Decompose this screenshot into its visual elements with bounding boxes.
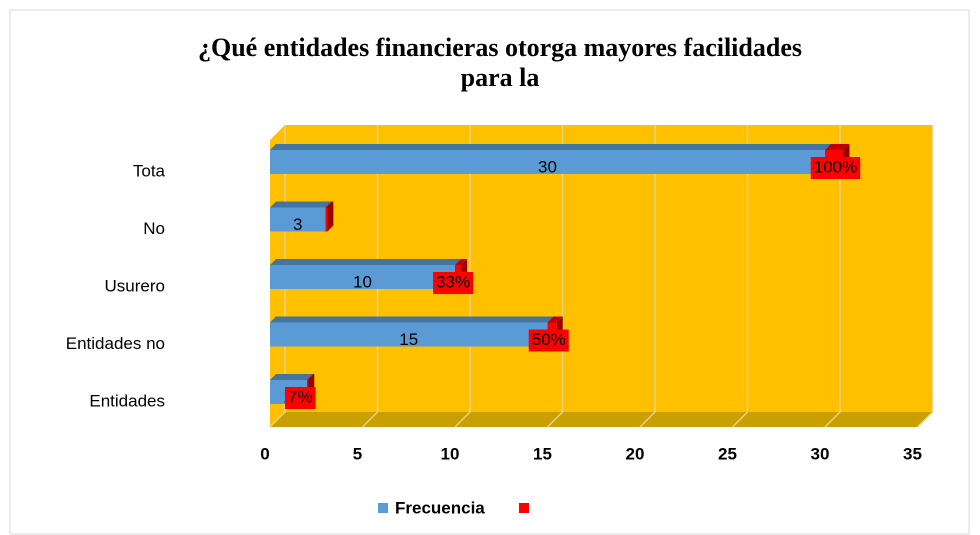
x-tick-label: 25 (718, 444, 737, 463)
grid-line (454, 125, 471, 428)
x-tick-label: 20 (626, 444, 645, 463)
y-tick-label: Entidades no (66, 334, 165, 353)
data-label: 100% (814, 157, 857, 176)
data-label: 30 (538, 157, 557, 176)
x-tick-label: 0 (260, 444, 269, 463)
data-label-box (433, 272, 474, 294)
x-tick-label: 35 (903, 444, 922, 463)
data-label: 33% (436, 272, 470, 291)
bar (270, 150, 825, 174)
legend-swatch (378, 503, 388, 513)
bar-top (270, 316, 554, 323)
bar (325, 207, 328, 232)
legend-swatch (519, 503, 529, 513)
bar-top (325, 201, 334, 208)
grid-line (731, 125, 749, 428)
data-label: 50% (532, 330, 566, 349)
bar-top (455, 259, 468, 265)
floor (270, 412, 933, 427)
grid-line (916, 125, 934, 428)
grid-line (546, 125, 564, 428)
y-tick-label: Usurero (105, 276, 165, 295)
data-label-box (528, 329, 569, 352)
bar (270, 322, 548, 347)
x-tick-label: 30 (811, 444, 830, 463)
y-tick-label: No (143, 219, 165, 238)
bar-top (307, 374, 315, 380)
data-label: 10 (353, 272, 372, 291)
data-label: 15 (399, 330, 418, 349)
grid-line (639, 125, 656, 428)
bar-top (270, 259, 461, 265)
data-label: 3 (293, 215, 302, 234)
x-tick-label: 5 (353, 444, 362, 463)
bar-top (270, 201, 332, 208)
chart-title: ¿Qué entidades financieras otorga mayore… (198, 33, 802, 62)
y-tick-label: Tota (133, 161, 166, 180)
bar (270, 265, 455, 289)
grid-line (361, 125, 379, 428)
y-tick-label: Entidades (89, 391, 165, 410)
chart-frame (9, 9, 970, 535)
bar-top (825, 144, 850, 150)
x-tick-label: 10 (441, 444, 460, 463)
bar-top (547, 316, 563, 323)
bar-top (270, 374, 313, 380)
grid-line (824, 125, 841, 428)
chart-title: para la (461, 63, 540, 92)
bar-top (270, 144, 831, 150)
data-label: 7% (288, 387, 313, 406)
data-label-box (285, 387, 316, 409)
data-label-box (810, 157, 861, 179)
bar (270, 207, 326, 232)
legend-label: Frecuencia (395, 498, 485, 517)
bar-side (327, 201, 334, 232)
x-tick-label: 15 (533, 444, 552, 463)
